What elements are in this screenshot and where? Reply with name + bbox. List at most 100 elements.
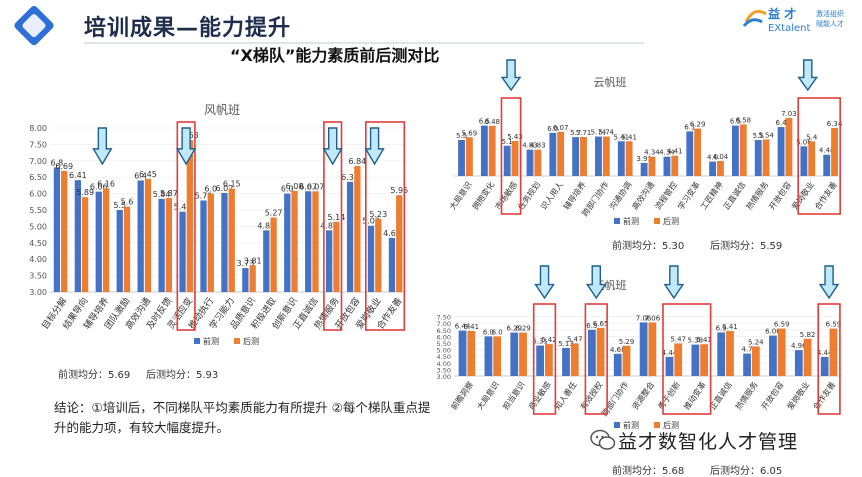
bar-post [739, 124, 747, 176]
legend-label-post: 后测 [243, 336, 259, 346]
bar-pre [74, 180, 81, 292]
data-label: 6.02 [216, 184, 234, 193]
bar-pre [800, 146, 808, 176]
chart-title: 风帆班 [204, 102, 240, 117]
data-label: 5.95 [390, 186, 408, 195]
bar-post [545, 344, 553, 376]
data-label: 3.91 [636, 155, 652, 163]
bar-post [534, 149, 542, 176]
data-label: 5.41 [696, 336, 712, 344]
highlight-box [584, 303, 608, 415]
y-tick-label: 4.00 [437, 360, 451, 368]
y-tick-label: 5.00 [29, 222, 47, 231]
legend-swatch-pre [194, 338, 200, 344]
data-label: 6.16 [97, 179, 115, 188]
bar-pre [458, 330, 467, 376]
data-label: 5.47 [567, 335, 583, 343]
data-label: 6.29 [515, 325, 531, 333]
bar-post [648, 156, 656, 176]
data-label: 5.4 [806, 133, 818, 141]
data-label: 4.41 [667, 148, 683, 156]
down-arrow-icon [663, 265, 685, 300]
data-label: 6.0 [492, 328, 503, 336]
bar-post [493, 336, 502, 376]
data-label: 6.41 [722, 323, 738, 331]
brand-swoosh-icon [744, 9, 767, 23]
bar-post [751, 346, 760, 376]
bar-pre [717, 332, 726, 376]
bar-pre [587, 329, 596, 376]
data-label: 6.44 [455, 323, 471, 331]
brand-slogan-1: 激活组织 [816, 9, 844, 18]
data-label: 4.83 [530, 142, 546, 150]
wechat-icon [590, 429, 616, 450]
bar-pre [536, 345, 545, 376]
y-tick-label: 4.50 [437, 353, 451, 361]
y-tick-label: 3.00 [437, 373, 451, 381]
data-label: 5.1 [502, 138, 513, 146]
data-label: 6.07 [553, 124, 569, 132]
data-label: 6.0 [204, 185, 217, 194]
data-label: 5.6 [121, 198, 134, 207]
y-tick-label: 6.50 [29, 173, 47, 182]
bar-pre [305, 191, 312, 292]
title-divider [84, 42, 644, 44]
down-arrow-icon [534, 265, 555, 300]
legend-label-post: 后测 [663, 420, 679, 430]
data-label: 4.44 [662, 349, 678, 357]
bar-pre [731, 125, 739, 176]
bar-pre [510, 332, 519, 376]
data-label: 4.34 [644, 149, 660, 157]
legend-label-pre: 前测 [623, 420, 639, 430]
watermark-text: 益才数智化人才管理 [618, 431, 799, 453]
data-label: 5.69 [462, 129, 478, 137]
data-label: 6.06 [765, 328, 781, 336]
bar-post [785, 117, 793, 176]
data-label: 4.68 [610, 346, 626, 354]
bar-pre [665, 356, 674, 376]
data-label: 6.0 [547, 125, 558, 133]
bar-post [186, 140, 193, 292]
data-label: 6.3 [716, 324, 727, 332]
bar-pre [458, 140, 465, 176]
highlight-box [176, 121, 196, 331]
data-label: 5.24 [748, 338, 764, 346]
fengfan-chart: 风帆班 3.00 3.50 4.00 4.50 5.00 5.50 6.00 6.50 7.00 7… [29, 102, 408, 346]
data-label: 6.1 [684, 123, 695, 131]
data-label: 6.45 [139, 170, 157, 179]
bar-pre [640, 162, 648, 176]
category-label: 大局意识 [474, 380, 501, 412]
bar-pre [53, 167, 61, 292]
bar-post [81, 197, 89, 292]
data-label: 5.13 [558, 340, 574, 348]
data-label: 4.44 [817, 349, 833, 357]
bar-post [580, 136, 587, 176]
zhengfan-post-avg: 后测均分：6.05 [710, 466, 783, 477]
down-arrow-icon [797, 59, 819, 92]
page-subtitle: “X梯队”能力素质前后测对比 [230, 46, 440, 65]
data-label: 4.65 [383, 229, 401, 238]
data-label: 4.48 [819, 147, 835, 155]
data-label: 5.79 [195, 191, 213, 200]
bar-post [511, 141, 519, 176]
y-tick-label: 7.50 [437, 314, 451, 322]
data-label: 5.41 [613, 133, 629, 141]
bar-pre [326, 230, 333, 292]
legend-swatch-post [654, 422, 660, 428]
data-label: 6.07 [307, 182, 325, 191]
data-label: 6.07 [299, 182, 317, 191]
data-label: 4.0 [707, 154, 718, 162]
data-label: 5.41 [621, 133, 637, 141]
bar-post [165, 197, 173, 292]
data-label: 5.14 [328, 213, 346, 222]
down-arrow-icon [818, 265, 840, 300]
down-arrow-icon [500, 59, 522, 92]
data-label: 5.31 [532, 338, 548, 346]
highlight-box [662, 303, 712, 415]
bar-pre [777, 127, 785, 176]
bar-pre [367, 225, 375, 292]
chart-title: 云帆班 [594, 75, 627, 89]
y-tick-label: 6.50 [437, 327, 451, 335]
data-label: 6.06 [90, 183, 108, 192]
category-label: 热情服务 [733, 380, 760, 412]
